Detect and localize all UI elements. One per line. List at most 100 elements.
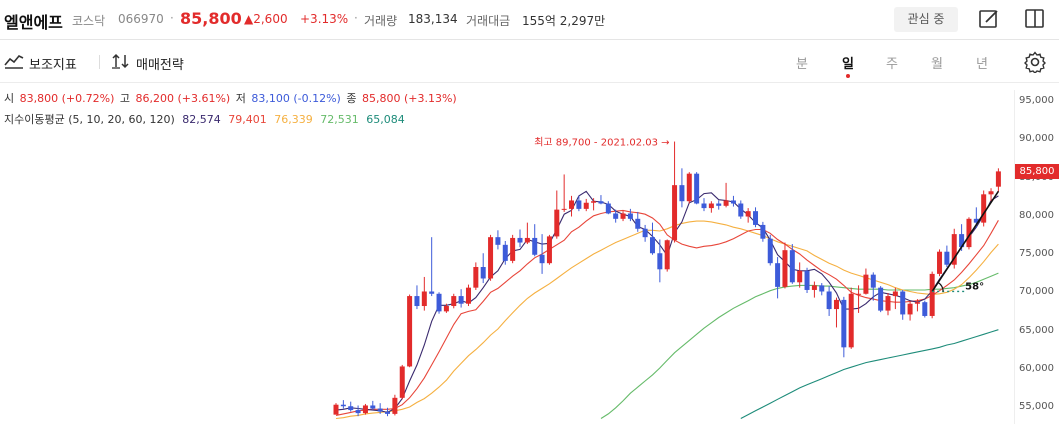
- moving-average-legend: 지수이동평균 (5, 10, 20, 60, 120) 82,574 79,40…: [4, 111, 409, 127]
- candle-body: [937, 251, 943, 274]
- candle-body: [753, 211, 759, 225]
- candle-body: [929, 273, 935, 316]
- ma120-line: [740, 329, 999, 419]
- high-value: 86,200 (+3.61%): [135, 92, 231, 105]
- candle-body: [804, 270, 810, 290]
- candle-body: [900, 291, 906, 315]
- candle-body: [797, 270, 803, 283]
- period-year[interactable]: 년: [976, 57, 988, 72]
- y-tick-label: 90,000: [1019, 133, 1054, 145]
- stock-name[interactable]: 엘앤에프: [4, 13, 63, 32]
- candle-body: [362, 405, 368, 414]
- price-change: ▲2,600: [244, 12, 288, 26]
- candle-body: [760, 224, 766, 239]
- split-view-icon[interactable]: [1024, 8, 1046, 30]
- candle-body: [598, 201, 604, 204]
- candle-body: [583, 202, 589, 209]
- y-tick-label: 95,000: [1019, 95, 1054, 106]
- candle-body: [885, 296, 891, 311]
- candle-body: [392, 397, 398, 414]
- candlestick-chart[interactable]: 최고 89,700 - 2021.02.03 → 58°: [0, 90, 1014, 424]
- period-minute[interactable]: 분: [796, 57, 808, 72]
- candle-body: [458, 296, 464, 304]
- price-axis: 95,000 90,000 85,000 80,000 75,000 70,00…: [1014, 90, 1059, 424]
- separator-dot: ·: [170, 11, 174, 25]
- candle-body: [605, 203, 611, 214]
- candle-body: [966, 218, 972, 248]
- candle-body: [539, 254, 545, 264]
- candle-body: [951, 234, 957, 265]
- candle-body: [488, 237, 494, 279]
- ma20-value: 76,339: [274, 113, 313, 126]
- trade-strategy-button[interactable]: 매매전략: [111, 53, 184, 73]
- ma-legend-label: 지수이동평균 (5, 10, 20, 60, 120): [4, 113, 175, 126]
- y-tick-label: 80,000: [1019, 209, 1054, 221]
- candle-body: [738, 203, 744, 217]
- settings-icon[interactable]: [1024, 51, 1046, 74]
- candle-body: [973, 218, 979, 223]
- stock-header: 엘앤에프 코스닥 066970 · 85,800 ▲2,600 +3.13% ·…: [0, 0, 1059, 40]
- toolbar-divider: [99, 55, 100, 69]
- candle-body: [502, 244, 508, 261]
- candle-body: [914, 302, 920, 304]
- candle-body: [686, 173, 692, 202]
- candle-body: [399, 366, 405, 398]
- close-value: 85,800 (+3.13%): [361, 92, 457, 105]
- candle-body: [657, 253, 663, 270]
- candle-body: [414, 296, 420, 307]
- market-label: 코스닥: [72, 14, 106, 28]
- ma120-value: 65,084: [366, 113, 405, 126]
- candle-body: [635, 218, 641, 229]
- candle-body: [546, 236, 552, 264]
- candle-body: [436, 293, 442, 312]
- y-tick-label: 65,000: [1019, 324, 1054, 336]
- period-day[interactable]: 일: [842, 57, 854, 72]
- candle-body: [767, 238, 773, 264]
- candle-body: [495, 237, 501, 245]
- ma10-value: 79,401: [228, 113, 267, 126]
- chart-toolbar: 보조지표 매매전략 분 일 주 월 년: [0, 41, 1059, 83]
- candle-body: [620, 213, 626, 219]
- candle-body: [561, 208, 567, 210]
- candle-body: [892, 291, 898, 297]
- candle-body: [370, 405, 376, 409]
- trade-amount-label: 거래대금: [466, 14, 511, 28]
- candle-body: [694, 173, 700, 204]
- arrows-updown-icon: [111, 53, 131, 73]
- candle-body: [664, 240, 670, 270]
- candle-body: [907, 303, 913, 315]
- ma60-value: 72,531: [320, 113, 359, 126]
- ohlc-summary: 시 83,800 (+0.72%) 고 86,200 (+3.61%) 저 83…: [4, 90, 459, 106]
- candle-body: [421, 291, 427, 307]
- candle-body: [554, 209, 560, 237]
- candle-body: [532, 237, 538, 255]
- candle-body: [745, 211, 751, 217]
- candle-body: [833, 299, 839, 310]
- trade-strategy-label: 매매전략: [136, 57, 184, 73]
- candle-body: [826, 291, 832, 310]
- current-price-tag: 85,800: [1015, 164, 1059, 179]
- edit-icon[interactable]: [978, 8, 1000, 30]
- candle-body: [340, 404, 346, 407]
- y-tick-label: 70,000: [1019, 286, 1054, 298]
- candle-body: [708, 203, 714, 209]
- active-period-indicator: [846, 74, 850, 78]
- y-tick-label: 75,000: [1019, 248, 1054, 259]
- candle-body: [569, 200, 575, 209]
- candle-body: [517, 237, 523, 243]
- candle-body: [524, 237, 530, 243]
- indicator-button[interactable]: 보조지표: [4, 53, 77, 73]
- period-month[interactable]: 월: [931, 57, 943, 72]
- candle-body: [377, 408, 383, 412]
- y-tick-label: 60,000: [1019, 362, 1054, 374]
- period-week[interactable]: 주: [886, 57, 898, 72]
- volume-value: 183,134: [408, 12, 458, 26]
- price-change-pct: +3.13%: [300, 12, 349, 26]
- favorite-button[interactable]: 관심 중: [894, 7, 958, 32]
- stock-code: 066970: [118, 12, 164, 26]
- candle-body: [355, 410, 361, 414]
- candle-body: [730, 200, 736, 204]
- ma20-line: [335, 220, 999, 420]
- indicator-chart-icon: [4, 53, 24, 73]
- high-price-annotation: 최고 89,700 - 2021.02.03 →: [534, 137, 669, 149]
